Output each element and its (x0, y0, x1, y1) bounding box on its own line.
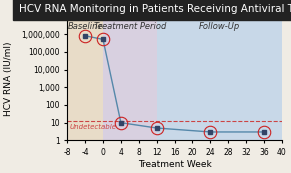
Title: HCV RNA Monitoring in Patients Receiving Antiviral Therapy: HCV RNA Monitoring in Patients Receiving… (19, 4, 291, 14)
Y-axis label: HCV RNA (IU/ml): HCV RNA (IU/ml) (4, 41, 13, 116)
Bar (67, 16, 103, 140)
X-axis label: Treatment Week: Treatment Week (138, 160, 212, 169)
Text: Treatment Period: Treatment Period (94, 22, 166, 31)
Text: Baseline: Baseline (67, 22, 103, 31)
Text: Undetectable: Undetectable (70, 124, 116, 130)
Bar (103, 16, 157, 140)
Text: Follow-Up: Follow-Up (199, 22, 240, 31)
Bar (157, 16, 282, 140)
